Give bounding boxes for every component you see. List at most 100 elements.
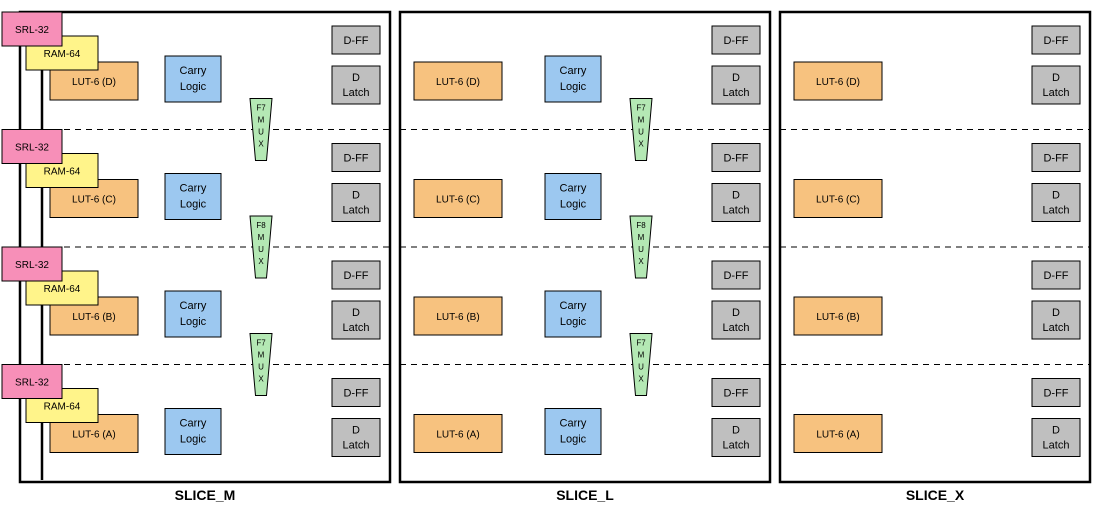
- srl-label: SRL-32: [15, 378, 49, 389]
- mux-label: X: [258, 375, 264, 384]
- dlatch-label: D: [732, 190, 740, 202]
- carry-label: Carry: [560, 300, 587, 312]
- mux-label: U: [258, 128, 264, 137]
- dlatch-label: Latch: [1043, 205, 1070, 217]
- carry-label: Logic: [560, 81, 587, 93]
- carry-logic: [545, 409, 601, 455]
- dff-label: D-FF: [723, 388, 748, 400]
- dff-label: D-FF: [723, 270, 748, 282]
- dlatch-label: D: [352, 425, 360, 437]
- dlatch-label: Latch: [723, 87, 750, 99]
- dlatch-label: Latch: [723, 322, 750, 334]
- lut-label: LUT-6 (B): [436, 312, 479, 323]
- mux-label: U: [638, 245, 644, 254]
- ram-label: RAM-64: [44, 284, 81, 295]
- mux-label: M: [638, 233, 645, 242]
- mux-label: F8: [256, 221, 266, 230]
- mux-label: X: [638, 140, 644, 149]
- mux-label: M: [258, 116, 265, 125]
- carry-label: Carry: [560, 183, 587, 195]
- lut-label: LUT-6 (B): [72, 312, 115, 323]
- dlatch-label: Latch: [1043, 440, 1070, 452]
- carry-label: Carry: [180, 183, 207, 195]
- mux-label: U: [258, 245, 264, 254]
- carry-logic: [165, 291, 221, 337]
- carry-label: Logic: [180, 199, 207, 211]
- mux-label: X: [638, 257, 644, 266]
- mux-label: F7: [636, 104, 646, 113]
- mux-label: F7: [636, 339, 646, 348]
- dlatch-label: D: [352, 307, 360, 319]
- dff-label: D-FF: [1043, 270, 1068, 282]
- mux-label: U: [638, 128, 644, 137]
- carry-logic: [545, 56, 601, 102]
- dlatch-label: D: [1052, 72, 1060, 84]
- dlatch-label: D: [732, 307, 740, 319]
- dff-label: D-FF: [343, 388, 368, 400]
- carry-logic: [165, 56, 221, 102]
- mux-label: U: [638, 363, 644, 372]
- carry-label: Carry: [560, 418, 587, 430]
- dlatch-label: Latch: [343, 440, 370, 452]
- dlatch-label: D: [1052, 190, 1060, 202]
- ram-label: RAM-64: [44, 402, 81, 413]
- mux-label: M: [638, 116, 645, 125]
- dlatch-label: D: [1052, 307, 1060, 319]
- lut-label: LUT-6 (A): [436, 430, 479, 441]
- dff-label: D-FF: [723, 153, 748, 165]
- mux-label: M: [638, 351, 645, 360]
- dff-label: D-FF: [343, 153, 368, 165]
- dlatch-label: Latch: [343, 205, 370, 217]
- dff-label: D-FF: [1043, 388, 1068, 400]
- dff-label: D-FF: [343, 35, 368, 47]
- lut-label: LUT-6 (B): [816, 312, 859, 323]
- srl-label: SRL-32: [15, 260, 49, 271]
- carry-logic: [545, 291, 601, 337]
- lut-label: LUT-6 (C): [436, 195, 480, 206]
- ram-label: RAM-64: [44, 167, 81, 178]
- carry-label: Logic: [180, 316, 207, 328]
- dff-label: D-FF: [723, 35, 748, 47]
- mux-label: U: [258, 363, 264, 372]
- carry-logic: [165, 174, 221, 220]
- carry-logic: [165, 409, 221, 455]
- lut-label: LUT-6 (C): [816, 195, 860, 206]
- carry-label: Carry: [180, 418, 207, 430]
- dlatch-label: D: [732, 72, 740, 84]
- dlatch-label: Latch: [343, 322, 370, 334]
- slice-title-X: SLICE_X: [906, 487, 965, 503]
- dff-label: D-FF: [343, 270, 368, 282]
- dlatch-label: Latch: [1043, 322, 1070, 334]
- carry-label: Logic: [560, 316, 587, 328]
- dlatch-label: Latch: [1043, 87, 1070, 99]
- carry-label: Logic: [180, 434, 207, 446]
- mux-label: M: [258, 233, 265, 242]
- mux-label: X: [258, 140, 264, 149]
- carry-label: Logic: [180, 81, 207, 93]
- dlatch-label: Latch: [723, 440, 750, 452]
- ram-label: RAM-64: [44, 49, 81, 60]
- carry-label: Carry: [180, 65, 207, 77]
- lut-label: LUT-6 (D): [816, 77, 860, 88]
- dff-label: D-FF: [1043, 35, 1068, 47]
- lut-label: LUT-6 (A): [816, 430, 859, 441]
- slice-title-L: SLICE_L: [556, 487, 614, 503]
- dlatch-label: D: [1052, 425, 1060, 437]
- carry-label: Logic: [560, 434, 587, 446]
- mux-label: X: [258, 257, 264, 266]
- carry-logic: [545, 174, 601, 220]
- carry-label: Carry: [180, 300, 207, 312]
- slice-title-M: SLICE_M: [175, 487, 236, 503]
- mux-label: F8: [636, 221, 646, 230]
- dlatch-label: D: [352, 72, 360, 84]
- lut-label: LUT-6 (C): [72, 195, 116, 206]
- carry-label: Logic: [560, 199, 587, 211]
- mux-label: X: [638, 375, 644, 384]
- dlatch-label: D: [732, 425, 740, 437]
- dff-label: D-FF: [1043, 153, 1068, 165]
- srl-label: SRL-32: [15, 143, 49, 154]
- lut-label: LUT-6 (A): [72, 430, 115, 441]
- mux-label: F7: [256, 104, 266, 113]
- lut-label: LUT-6 (D): [72, 77, 116, 88]
- dlatch-label: D: [352, 190, 360, 202]
